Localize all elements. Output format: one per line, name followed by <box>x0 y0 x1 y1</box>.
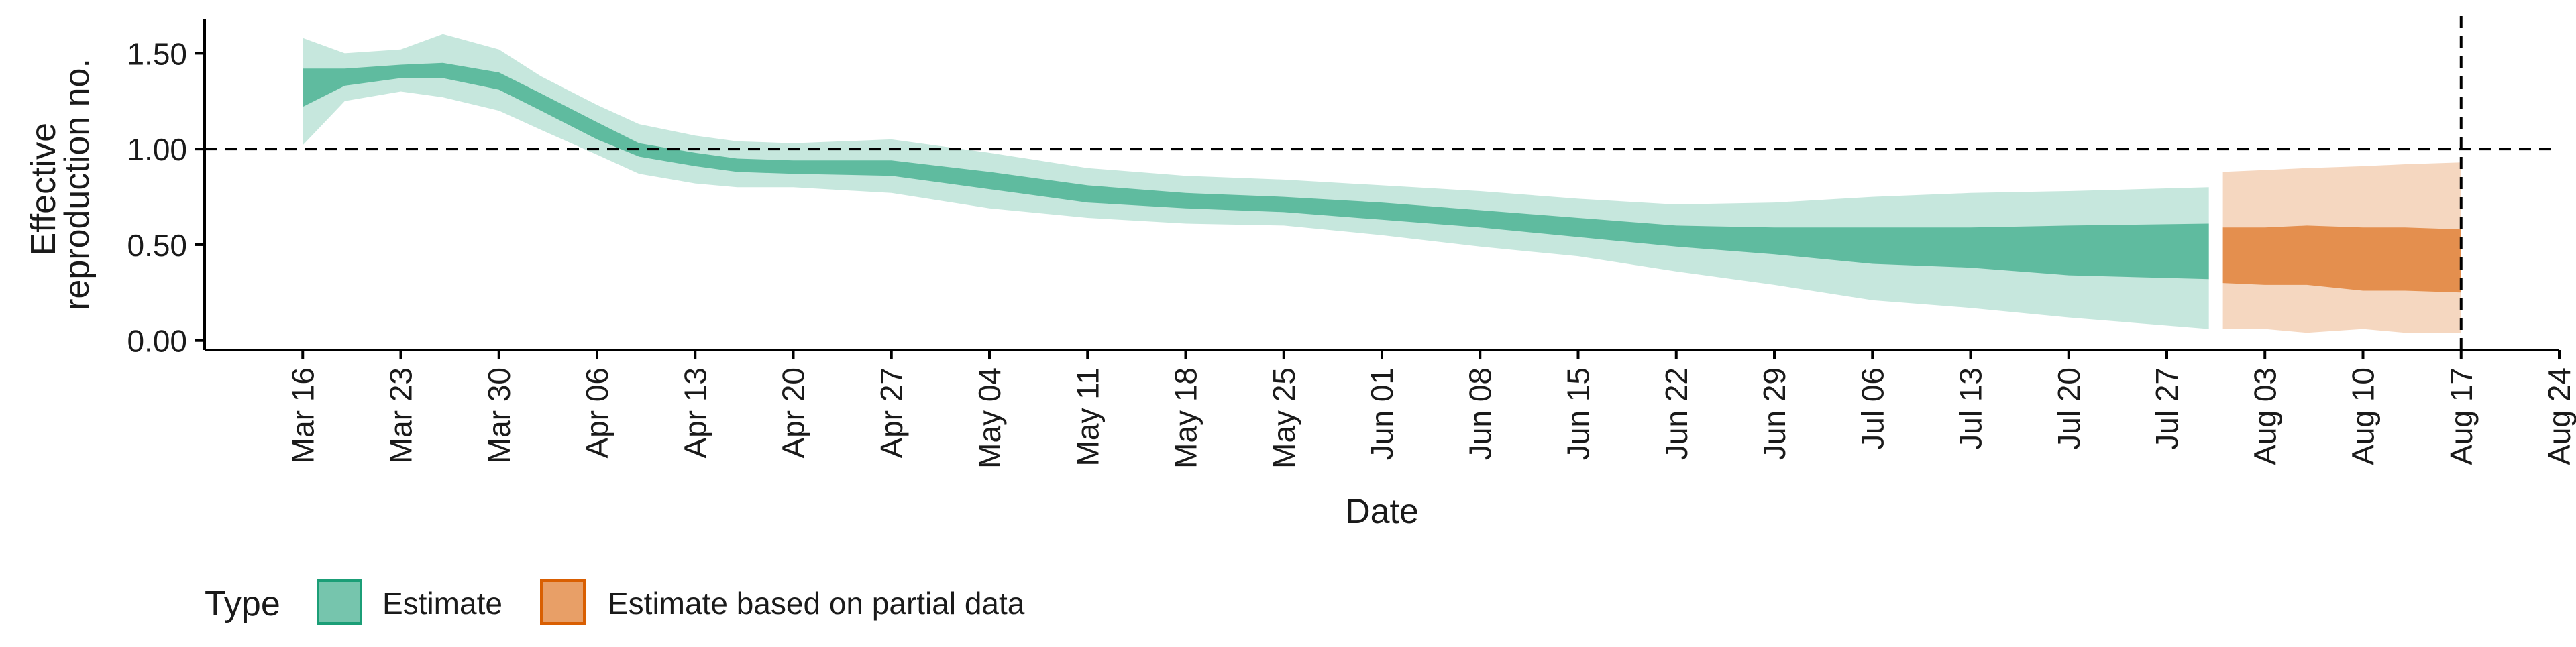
x-tick-label: Aug 17 <box>2444 367 2479 465</box>
band-50-series-1 <box>2222 225 2461 293</box>
x-tick-label: May 18 <box>1169 367 1203 469</box>
legend-label-0: Estimate <box>382 586 502 621</box>
x-tick-label: Jun 29 <box>1757 367 1792 460</box>
x-tick-label: May 04 <box>972 367 1007 469</box>
legend-label-1: Estimate based on partial data <box>608 586 1025 621</box>
x-tick-label: Aug 03 <box>2247 367 2282 465</box>
x-tick-label: Jul 20 <box>2051 367 2086 450</box>
x-axis-label: Date <box>1345 492 1419 531</box>
x-tick-label: Jun 15 <box>1561 367 1596 460</box>
y-tick-label: 1.00 <box>127 132 187 167</box>
y-ticks: 0.00 0.50 1.00 1.50 <box>127 36 205 359</box>
bands-layer <box>303 34 2461 333</box>
x-tick-label: Aug 24 <box>2542 367 2576 465</box>
x-ticks: Mar 16 Mar 23 Mar 30 Apr 06 Apr 13 Apr 20 Apr … <box>285 350 2576 469</box>
x-tick-label: May 11 <box>1070 367 1105 466</box>
x-tick-label: Apr 13 <box>678 367 712 459</box>
x-tick-label: Jul 13 <box>1953 367 1988 450</box>
y-tick-label: 0.00 <box>127 324 187 359</box>
x-tick-label: Jun 01 <box>1364 367 1399 460</box>
legend: Type Estimate Estimate based on partial d… <box>205 579 1025 625</box>
band-90-series-0 <box>303 34 2209 329</box>
x-tick-label: Jun 22 <box>1659 367 1694 460</box>
x-tick-label: Jul 06 <box>1855 367 1890 450</box>
legend-title: Type <box>205 585 280 624</box>
legend-key-0 <box>317 579 362 625</box>
y-tick-label: 0.50 <box>127 228 187 263</box>
x-tick-label: Mar 23 <box>384 367 419 463</box>
y-axis-label-line-2: reproduction no. <box>58 58 97 310</box>
x-tick-label: Mar 30 <box>482 367 517 463</box>
x-tick-label: Apr 27 <box>874 367 909 459</box>
y-tick-label: 1.50 <box>127 36 187 71</box>
x-tick-label: Mar 16 <box>285 367 320 463</box>
reference-lines-layer <box>205 16 2559 350</box>
x-tick-label: May 25 <box>1267 367 1301 469</box>
x-tick-label: Aug 10 <box>2346 367 2381 465</box>
x-tick-label: Apr 06 <box>580 367 614 459</box>
band-50-series-0 <box>303 62 2209 280</box>
x-tick-label: Jul 27 <box>2149 367 2184 450</box>
y-axis-label-line-1: Effective <box>24 123 63 255</box>
x-tick-label: Jun 08 <box>1462 367 1497 460</box>
y-axis-label: Effective reproduction no. <box>24 58 97 310</box>
x-tick-label: Apr 20 <box>776 367 811 459</box>
legend-key-1 <box>540 579 586 625</box>
